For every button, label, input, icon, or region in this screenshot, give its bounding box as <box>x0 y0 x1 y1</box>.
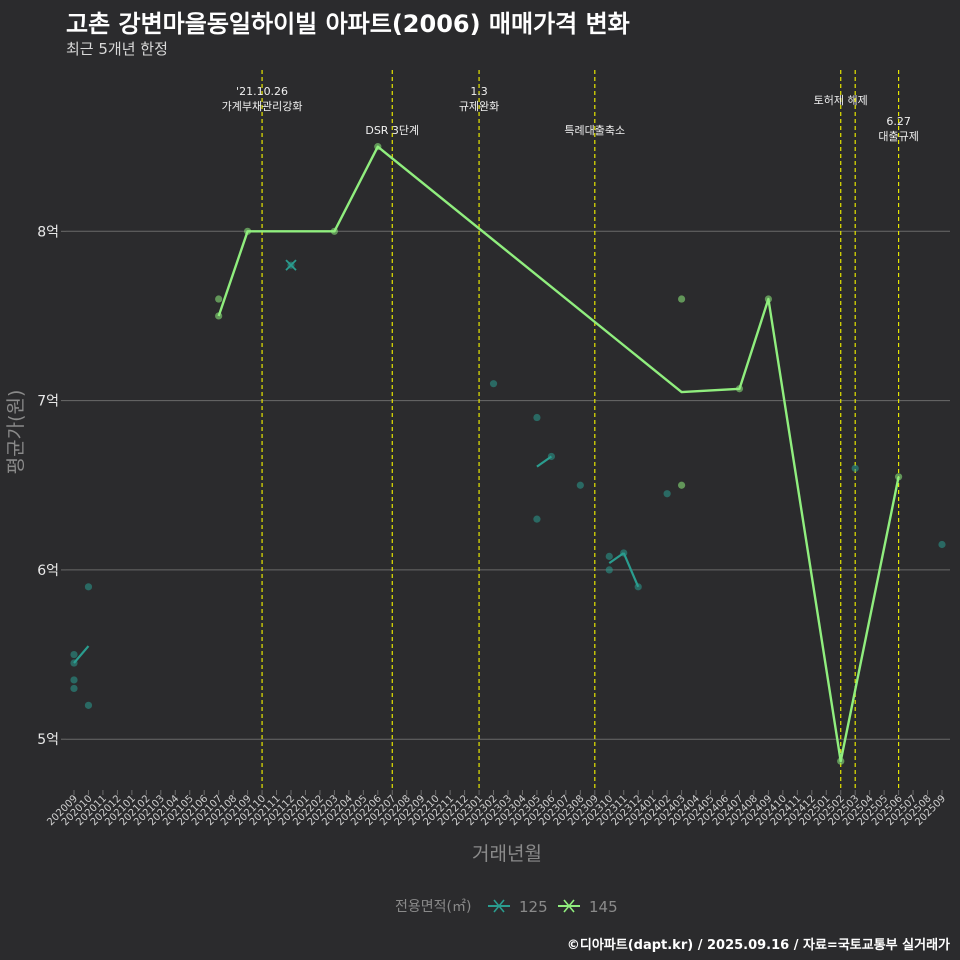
event-label: DSR 3단계 <box>365 124 419 137</box>
point-125 <box>84 583 93 591</box>
legend-label: 145 <box>589 898 618 916</box>
y-axis: 5억 6억 7억 8억 <box>37 224 66 748</box>
point-125 <box>70 676 78 684</box>
point-145 <box>215 312 223 320</box>
point-145 <box>678 295 686 303</box>
y-tick-label: 8억 <box>37 224 59 240</box>
point-145 <box>330 227 338 235</box>
point-125 <box>851 464 859 472</box>
point-125 <box>70 650 78 659</box>
line-145 <box>217 145 900 763</box>
point-145 <box>678 481 686 489</box>
point-125 <box>634 583 642 591</box>
point-125 <box>84 701 93 709</box>
event-label: 1.3 규제완화 <box>459 85 499 113</box>
event-label: 토허제 해제 <box>814 93 868 107</box>
y-tick-label: 5억 <box>37 732 59 748</box>
x-axis: 2020092020102020112020122021012021022021… <box>45 790 948 828</box>
point-125 <box>287 261 295 269</box>
point-125 <box>576 481 584 489</box>
event-label: 특례대출축소 <box>564 124 625 137</box>
y-tick-label: 7억 <box>37 394 59 410</box>
legend-key-cross <box>493 899 505 913</box>
point-145 <box>735 385 744 393</box>
series-points <box>70 143 946 765</box>
line-125 <box>622 552 640 588</box>
chart-title: 고촌 강변마을동일하이빌 아파트(2006) 매매가격 변화 <box>66 10 630 38</box>
point-125 <box>70 659 78 667</box>
point-125 <box>663 490 671 498</box>
legend: 전용면적(㎡) 125 145 <box>395 898 618 916</box>
point-125 <box>547 452 556 461</box>
series-lines <box>73 145 900 763</box>
point-145 <box>837 757 845 765</box>
point-125 <box>938 540 946 549</box>
event-label: '21.10.26 가계부채관리강화 <box>222 85 303 113</box>
point-145 <box>895 473 903 481</box>
gridlines <box>66 230 950 740</box>
point-125 <box>489 380 498 388</box>
point-125 <box>620 549 628 557</box>
y-axis-title: 평균가(원) <box>5 390 27 475</box>
point-145 <box>215 295 223 303</box>
event-label: 6.27 대출규제 <box>878 115 918 143</box>
point-125 <box>605 566 613 574</box>
source-caption: ©디아파트(dapt.kr) / 2025.09.16 / 자료=국토교통부 실… <box>566 938 950 953</box>
legend-label: 125 <box>519 898 548 916</box>
legend-key-cross <box>563 899 575 913</box>
point-125 <box>70 684 78 693</box>
point-125 <box>533 515 541 523</box>
point-125 <box>605 552 613 560</box>
x-axis-title: 거래년월 <box>472 843 542 865</box>
legend-title: 전용면적(㎡) <box>395 899 471 915</box>
chart-subtitle: 최근 5개년 한정 <box>66 40 168 58</box>
point-125 <box>533 413 541 422</box>
point-145 <box>374 143 382 151</box>
point-145 <box>244 227 252 235</box>
y-tick-label: 6억 <box>37 563 59 579</box>
line-125 <box>73 645 90 664</box>
point-145 <box>764 295 773 303</box>
